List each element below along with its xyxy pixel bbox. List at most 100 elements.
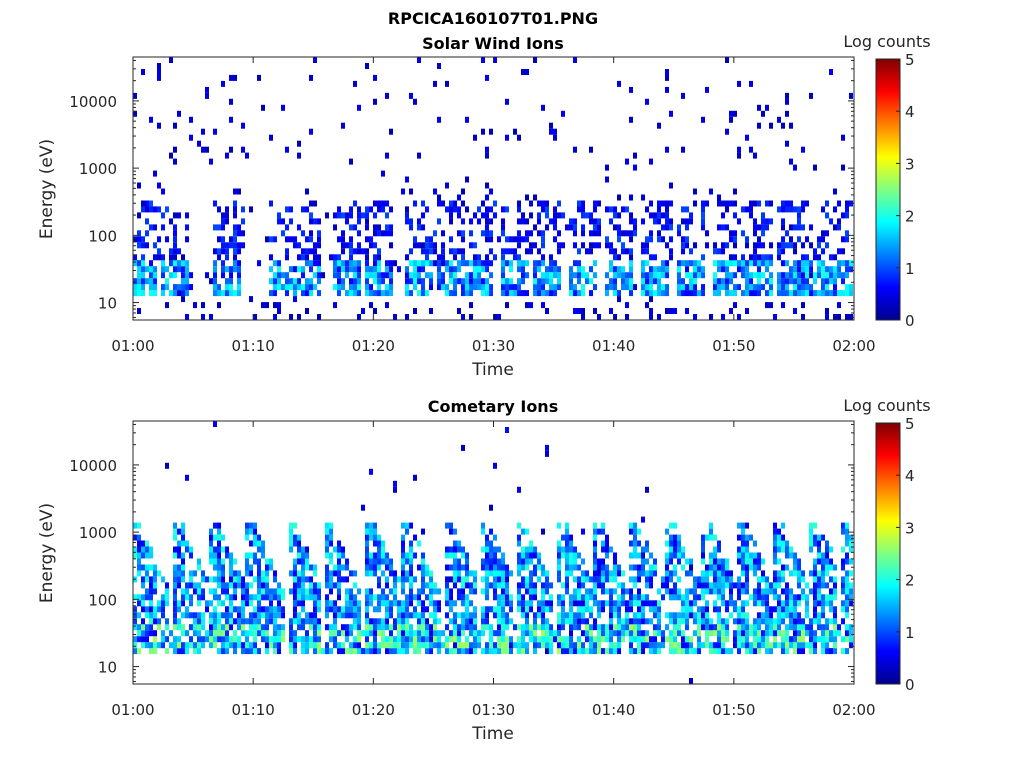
heatmap-cell xyxy=(825,540,829,547)
heatmap-cell xyxy=(257,612,261,619)
heatmap-cell xyxy=(521,642,525,649)
heatmap-cell xyxy=(341,122,345,129)
heatmap-cell xyxy=(509,236,513,243)
heatmap-cell xyxy=(229,564,233,571)
heatmap-cell xyxy=(469,570,473,577)
heatmap-cell xyxy=(497,648,501,655)
heatmap-cell xyxy=(313,594,317,601)
heatmap-cell xyxy=(421,260,425,267)
heatmap-cell xyxy=(797,278,801,285)
heatmap-cell xyxy=(229,624,233,631)
heatmap-cell xyxy=(717,290,721,297)
heatmap-cell xyxy=(177,576,181,583)
heatmap-cell xyxy=(493,594,497,601)
heatmap-cell xyxy=(369,642,373,649)
heatmap-cell xyxy=(629,564,633,571)
heatmap-cell xyxy=(497,558,501,565)
heatmap-cell xyxy=(845,588,849,595)
heatmap-cell xyxy=(157,624,161,631)
heatmap-cell xyxy=(633,218,637,225)
heatmap-cell xyxy=(817,236,821,243)
heatmap-cell xyxy=(685,636,689,643)
heatmap-cell xyxy=(613,648,617,655)
heatmap-cell xyxy=(753,272,757,279)
heatmap-cell xyxy=(693,290,697,297)
heatmap-cell xyxy=(253,540,257,547)
heatmap-cell xyxy=(441,284,445,291)
heatmap-cell xyxy=(381,272,385,279)
heatmap-cell xyxy=(737,606,741,613)
heatmap-cell xyxy=(597,624,601,631)
heatmap-cell xyxy=(741,612,745,619)
heatmap-cell xyxy=(541,594,545,601)
heatmap-cell xyxy=(541,582,545,589)
heatmap-cell xyxy=(297,600,301,607)
heatmap-cell xyxy=(349,630,353,637)
heatmap-cell xyxy=(557,212,561,219)
heatmap-cell xyxy=(621,630,625,637)
heatmap-cell xyxy=(413,642,417,649)
heatmap-cell xyxy=(505,648,509,655)
heatmap-cell xyxy=(501,570,505,577)
heatmap-cell xyxy=(213,546,217,553)
heatmap-cell xyxy=(345,212,349,219)
heatmap-cell xyxy=(449,588,453,595)
heatmap-cell xyxy=(461,236,465,243)
heatmap-cell xyxy=(809,528,813,535)
heatmap-cell xyxy=(689,558,693,565)
heatmap-cell xyxy=(253,648,257,655)
heatmap-cell xyxy=(673,594,677,601)
heatmap-cell xyxy=(637,564,641,571)
heatmap-cell xyxy=(845,522,849,529)
heatmap-cell xyxy=(181,594,185,601)
heatmap-cell xyxy=(685,624,689,631)
heatmap-cell xyxy=(765,260,769,267)
heatmap-cell xyxy=(705,624,709,631)
heatmap-cell xyxy=(297,612,301,619)
heatmap-cell xyxy=(173,248,177,255)
heatmap-cell xyxy=(589,642,593,649)
heatmap-cell xyxy=(677,224,681,231)
heatmap-cell xyxy=(641,242,645,249)
heatmap-cell xyxy=(685,594,689,601)
heatmap-cell xyxy=(677,618,681,625)
heatmap-cell xyxy=(577,600,581,607)
heatmap-cell xyxy=(401,606,405,613)
heatmap-cell xyxy=(201,636,205,643)
heatmap-cell xyxy=(585,606,589,613)
heatmap-cell xyxy=(809,642,813,649)
heatmap-cell xyxy=(701,206,705,213)
heatmap-cell xyxy=(749,552,753,559)
heatmap-cell xyxy=(729,612,733,619)
heatmap-cell xyxy=(793,618,797,625)
heatmap-cell xyxy=(693,576,697,583)
heatmap-cell xyxy=(517,648,521,655)
heatmap-cell xyxy=(629,642,633,649)
heatmap-cell xyxy=(517,540,521,547)
colorbar-tick-label: 3 xyxy=(905,519,915,537)
heatmap-cell xyxy=(461,588,465,595)
heatmap-cell xyxy=(489,546,493,553)
heatmap-cell xyxy=(405,290,409,297)
heatmap-cell xyxy=(545,308,549,314)
heatmap-cell xyxy=(437,588,441,595)
heatmap-cell xyxy=(477,278,481,285)
heatmap-cell xyxy=(605,624,609,631)
heatmap-cell xyxy=(353,284,357,291)
heatmap-cell xyxy=(589,242,593,249)
heatmap-cell xyxy=(145,242,149,249)
heatmap-cell xyxy=(721,582,725,589)
heatmap-cell xyxy=(833,284,837,291)
heatmap-cell xyxy=(625,278,629,285)
heatmap-cell xyxy=(597,224,601,231)
heatmap-cell xyxy=(833,624,837,631)
heatmap-cell xyxy=(597,570,601,577)
heatmap-cell xyxy=(201,146,205,153)
heatmap-cell xyxy=(153,612,157,619)
heatmap-cell xyxy=(453,200,457,207)
heatmap-cell xyxy=(253,528,257,535)
colorbar-tick-label: 5 xyxy=(905,415,915,433)
heatmap-cell xyxy=(565,224,569,231)
heatmap-cell xyxy=(485,642,489,649)
heatmap-cell xyxy=(621,284,625,291)
